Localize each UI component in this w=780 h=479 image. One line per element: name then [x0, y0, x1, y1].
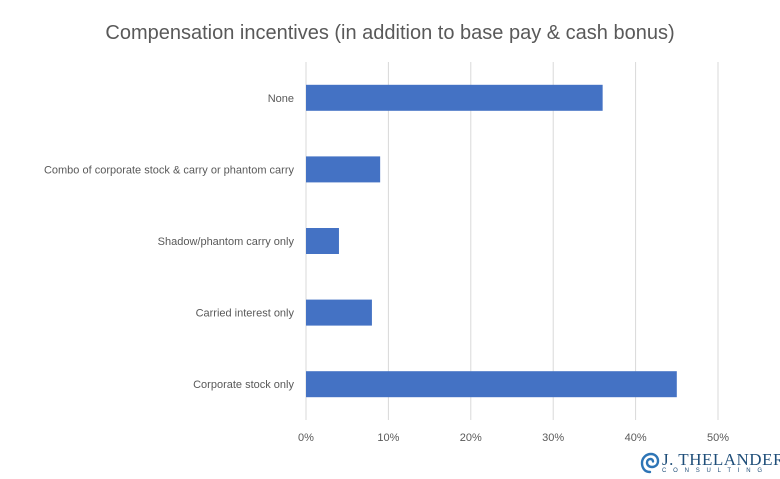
x-tick-label: 40%	[625, 432, 647, 444]
x-tick-label: 50%	[707, 432, 729, 444]
category-label: None	[268, 93, 294, 105]
bar	[306, 156, 381, 183]
x-tick-label: 10%	[377, 432, 399, 444]
category-label: Carried interest only	[196, 308, 295, 320]
category-labels: None Combo of corporate stock & carry or …	[44, 93, 295, 391]
bar	[306, 84, 603, 111]
x-axis-ticks: 0% 10% 20% 30% 40% 50%	[298, 432, 729, 444]
logo-subtitle: CONSULTING	[662, 468, 769, 474]
chart-title: Compensation incentives (in addition to …	[105, 22, 675, 44]
category-label: Combo of corporate stock & carry or phan…	[44, 164, 295, 176]
bar	[306, 371, 677, 398]
company-logo: J. THELANDER CONSULTING	[640, 450, 780, 476]
category-label: Corporate stock only	[193, 379, 294, 391]
gridlines	[305, 62, 719, 420]
x-tick-label: 20%	[460, 432, 482, 444]
spiral-logo-icon	[640, 452, 660, 474]
category-label: Shadow/phantom carry only	[158, 236, 295, 248]
bars	[306, 84, 677, 398]
x-tick-label: 0%	[298, 432, 314, 444]
logo-name: J. THELANDER	[662, 450, 780, 469]
x-tick-label: 30%	[542, 432, 564, 444]
bar	[306, 299, 372, 326]
bar	[306, 228, 339, 254]
